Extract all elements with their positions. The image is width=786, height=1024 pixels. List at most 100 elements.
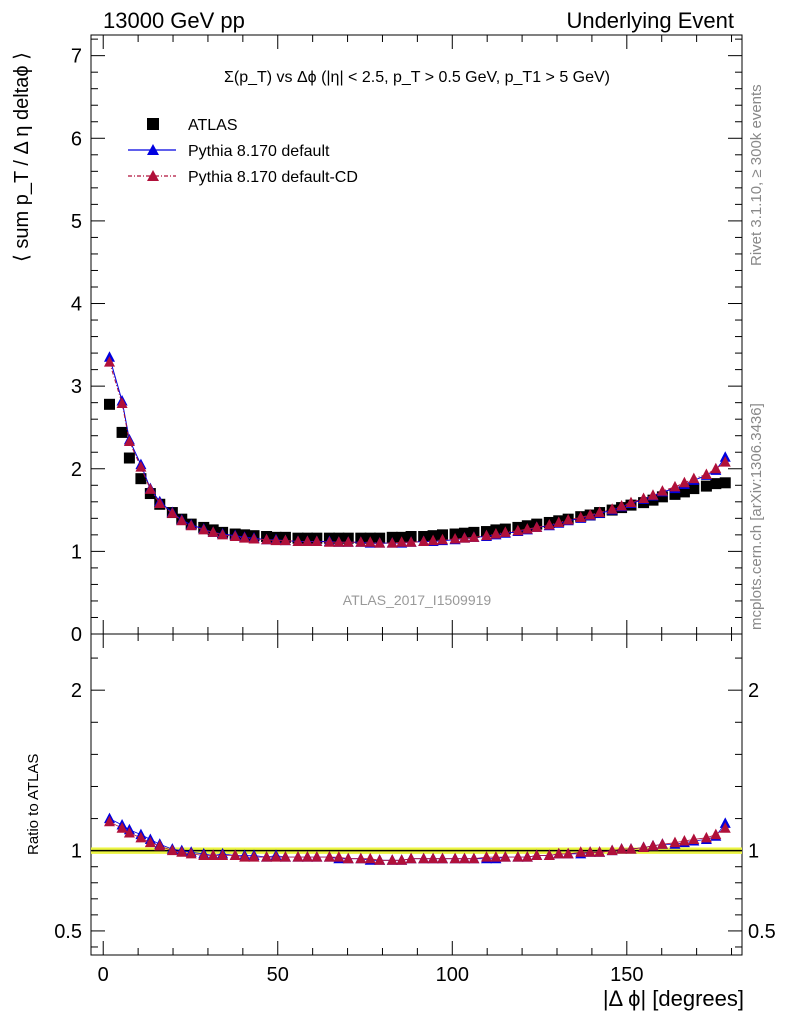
ratio-data-point [427,852,439,864]
ratio-data-point [616,843,628,854]
data-point [342,536,354,547]
ratio-frame [90,633,743,956]
ratio-data-point [437,852,449,864]
y-tick-label: 5 [71,211,82,233]
data-point [562,513,574,525]
data-point [480,529,492,541]
ratio-data-point [311,851,323,862]
data-point [292,535,304,546]
ratio-y-tick-label: 2 [71,680,82,702]
ratio-data-point [499,851,511,862]
data-point [116,397,128,408]
data-point [135,473,147,485]
ratio-data-point [710,828,722,840]
ratio-data-point [135,831,147,843]
data-point [458,532,470,543]
data-point [104,398,116,410]
data-point [490,528,502,539]
ratio-data-point [207,849,219,860]
ratio-series-0 [104,812,731,865]
data-point [301,535,313,546]
data-point [625,496,637,508]
ratio-data-point [678,835,690,846]
ratio-y-axis-label: Ratio to ATLAS [25,754,42,855]
data-point [553,516,565,527]
legend-label: Pythia 8.170 default [188,143,330,160]
series-0 [104,398,731,544]
ratio-data-point [333,851,345,862]
data-point [418,535,430,546]
data-point [468,531,480,542]
data-point [144,483,156,494]
ratio-data-point [176,846,188,857]
ratio-data-point [292,851,304,862]
data-point [396,536,408,547]
data-point [656,491,668,503]
ratio-data-point [405,852,417,864]
ratio-data-point [154,839,166,851]
legend-label: ATLAS [188,117,238,134]
ratio-data-point [217,849,229,860]
ratio-data-point [279,851,291,862]
ratio-data-point [104,815,116,827]
legend-marker [147,170,159,181]
y-tick-label: 7 [71,46,82,68]
data-point [700,480,712,492]
data-point [688,483,700,495]
ratio-data-point [656,838,668,849]
ratio-y-tick-label: 1 [71,841,82,863]
ratio-data-point [606,844,618,856]
data-point [584,509,596,520]
chart-title: Σ(p_T) vs Δϕ (|η| < 2.5, p_T > 0.5 GeV, … [224,69,610,86]
data-point [229,530,241,542]
ratio-data-point [490,851,502,862]
series-2 [104,356,731,548]
y-tick-label: 6 [71,128,82,150]
series-1 [104,351,731,548]
ratio-data-point [468,852,480,864]
data-point [512,524,524,536]
ratio-data-point [647,839,659,851]
data-point [594,506,606,518]
data-point [499,526,511,537]
x-tick-label: 50 [267,964,289,986]
ratio-y-tick-label-right: 0.5 [748,921,776,943]
ratio-data-point [625,843,637,854]
data-point [669,480,681,492]
ratio-data-point [700,831,712,843]
data-point [678,486,690,498]
x-tick-label: 0 [98,964,109,986]
data-point [355,536,367,547]
ratio-data-point [198,849,210,860]
y-tick-label: 0 [71,624,82,646]
x-tick-label: 100 [436,964,469,986]
data-point [198,523,210,535]
ratio-data-point [531,849,543,860]
data-point [239,532,251,543]
x-axis-label: |Δ ϕ| [degrees] [603,986,744,1011]
data-point [669,488,681,500]
ratio-data-point [719,822,731,833]
x-tick-label: 150 [610,964,643,986]
ratio-data-point [458,852,470,864]
ratio-data-point [116,822,128,833]
ratio-data-point [123,827,135,838]
data-point [656,485,668,496]
data-point [616,499,628,511]
data-point [437,533,449,545]
data-point [154,497,166,508]
data-point [116,426,128,438]
ratio-data-point [386,854,398,865]
data-point [710,478,722,490]
data-point [678,476,690,488]
ratio-data-point [270,851,282,862]
legend-marker [147,118,159,130]
data-point [323,536,335,547]
ratio-y-tick-label-right: 2 [748,680,759,702]
data-point [688,472,700,484]
y-tick-label: 4 [71,294,82,316]
y-tick-label: 2 [71,459,82,481]
ratio-y-tick-label: 0.5 [54,921,82,943]
data-point [217,528,229,540]
